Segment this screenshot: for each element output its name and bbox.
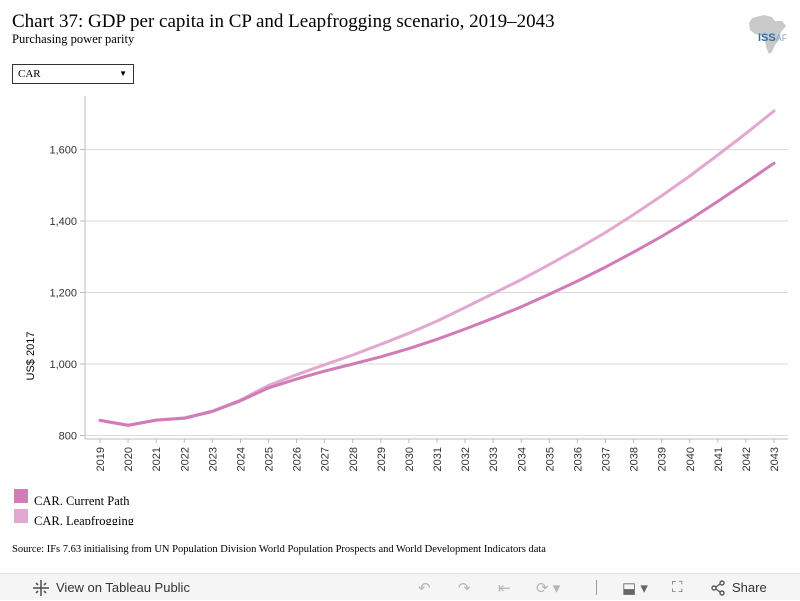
y-axis-label: US$ 2017 (25, 332, 37, 381)
country-filter-dropdown[interactable]: CAR ▼ (12, 64, 134, 84)
x-tick-label: 2025 (264, 447, 276, 471)
x-tick-label: 2019 (95, 447, 107, 471)
x-tick-label: 2038 (629, 447, 641, 471)
gridlines (85, 149, 788, 436)
series-line-leapfrogging[interactable] (98, 109, 776, 427)
share-icon (711, 579, 725, 596)
x-tick-label: 2027 (320, 447, 332, 471)
x-tick-label: 2037 (601, 447, 613, 471)
x-tick-label: 2031 (432, 447, 444, 471)
refresh-icon: ⟳ ▾ (536, 579, 561, 597)
undo-button[interactable]: ↶ (418, 574, 431, 601)
x-tick-label: 2035 (544, 447, 556, 471)
share-label: Share (732, 580, 767, 595)
x-tick-label: 2022 (179, 447, 191, 471)
legend-label: CAR. Current Path (34, 494, 130, 508)
y-tick-label: 1,200 (49, 288, 77, 300)
legend-item-leapfrogging[interactable]: CAR. Leapfrogging (14, 508, 214, 525)
x-tick-label: 2042 (741, 447, 753, 471)
series-lines[interactable] (98, 109, 776, 427)
fullscreen-icon: ⛶ (672, 579, 683, 596)
dropdown-selected-value: CAR (18, 68, 41, 80)
undo-icon: ↶ (418, 579, 431, 597)
x-tick-label: 2034 (516, 447, 528, 471)
x-tick-label: 2036 (572, 447, 584, 471)
x-tick-label: 2024 (235, 447, 247, 471)
x-tick-label: 2043 (769, 447, 781, 471)
x-tick-label: 2030 (404, 447, 416, 471)
x-tick-label: 2029 (376, 447, 388, 471)
series-line-current-path[interactable] (98, 161, 776, 427)
dropdown-arrow-icon: ▼ (119, 69, 127, 78)
revert-button[interactable]: ⇤ (498, 574, 511, 601)
source-note: Source: IFs 7.63 initialising from UN Po… (12, 544, 546, 555)
legend-label: CAR. Leapfrogging (34, 514, 134, 525)
x-tick-label: 2020 (123, 447, 135, 471)
revert-icon: ⇤ (498, 579, 511, 597)
y-tick-label: 1,400 (49, 216, 77, 228)
x-tick-label: 2026 (292, 447, 304, 471)
logo-main-text: ISS (758, 32, 776, 44)
x-tick-label: 2041 (713, 447, 725, 471)
x-tick-label: 2032 (460, 447, 472, 471)
view-on-tableau-label: View on Tableau Public (56, 580, 190, 595)
redo-icon: ↷ (458, 579, 471, 597)
download-icon: ⬓ ▾ (622, 579, 648, 597)
view-on-tableau-link[interactable]: View on Tableau Public (32, 574, 190, 601)
x-tick-label: 2023 (207, 447, 219, 471)
page-title: Chart 37: GDP per capita in CP and Leapf… (12, 11, 555, 32)
legend-swatch-current-path (14, 489, 28, 503)
y-tick-label: 800 (59, 430, 77, 442)
x-tick-label: 2021 (151, 447, 163, 471)
x-tick-label: 2028 (348, 447, 360, 471)
x-tick-label: 2039 (657, 447, 669, 471)
y-tick-label: 1,000 (49, 359, 77, 371)
logo-suffix-text: AF (775, 33, 788, 43)
tableau-icon (33, 579, 49, 596)
axes: 800 1,000 1,200 1,400 1,600 2019 2020 2021 2022 2… (49, 96, 788, 471)
logo-text: ISSAF (758, 32, 787, 44)
refresh-button[interactable]: ⟳ ▾ (536, 574, 560, 601)
fullscreen-button[interactable]: ⛶ (672, 574, 683, 601)
line-chart[interactable]: 800 1,000 1,200 1,400 1,600 2019 2020 2021 2022 2… (0, 88, 800, 478)
redo-button[interactable]: ↷ (458, 574, 471, 601)
x-tick-label: 2040 (685, 447, 697, 471)
legend-swatch-leapfrogging (14, 509, 28, 523)
africa-logo-icon (749, 15, 786, 54)
download-button[interactable]: ⬓ ▾ (622, 574, 648, 601)
y-tick-label: 1,600 (49, 145, 77, 157)
x-tick-label: 2033 (488, 447, 500, 471)
page-subtitle: Purchasing power parity (12, 32, 135, 46)
toolbar-divider (596, 580, 597, 595)
share-button[interactable]: Share (710, 574, 767, 601)
legend-item-current-path[interactable]: CAR. Current Path (14, 488, 214, 508)
tableau-toolbar: View on Tableau Public ↶ ↷ ⇤ ⟳ ▾ ⬓ ▾ ⛶ S… (0, 573, 800, 600)
